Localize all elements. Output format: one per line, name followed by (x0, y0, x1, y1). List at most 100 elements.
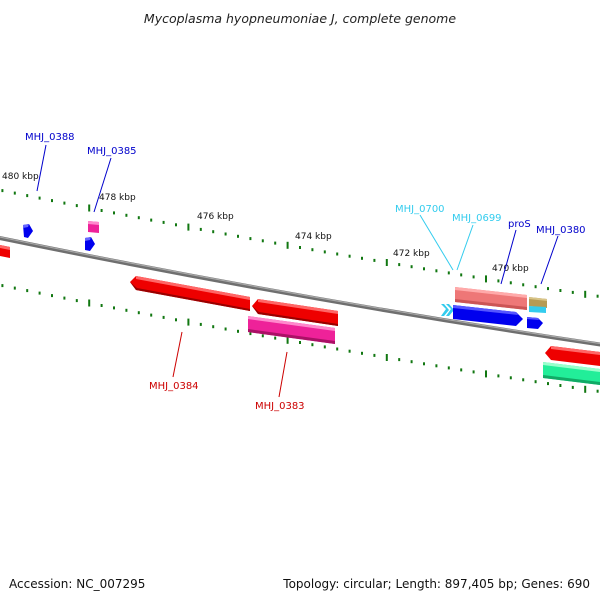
major-tick (88, 299, 91, 307)
minor-tick (534, 380, 537, 384)
leader-mhj-0388 (36, 144, 47, 192)
kbp-label-476: 476 kbp (197, 212, 234, 222)
gene-label-mhj-0388[interactable]: MHJ_0388 (25, 132, 75, 143)
minor-tick (26, 194, 29, 198)
gene-feature-teal-right-edge[interactable] (543, 362, 600, 385)
gene-feature-mhj-0383[interactable] (248, 316, 335, 344)
gene-feature-red-left-edge[interactable] (0, 245, 10, 258)
kbp-label-472: 472 kbp (393, 249, 430, 259)
minor-tick (522, 283, 525, 287)
major-tick (286, 241, 289, 249)
minor-tick (63, 296, 66, 300)
minor-tick (13, 191, 16, 195)
major-tick (187, 223, 190, 231)
minor-tick (336, 347, 339, 351)
minor-tick (100, 209, 103, 212)
minor-tick (522, 378, 525, 382)
minor-tick (472, 275, 475, 279)
gene-feature-pros[interactable] (453, 305, 523, 326)
minor-tick (447, 271, 450, 275)
minor-tick (559, 289, 562, 292)
minor-tick (299, 246, 301, 249)
gene-feature-cyan-small[interactable] (529, 306, 546, 313)
leader-pros (500, 229, 517, 285)
gene-label-mhj-0385[interactable]: MHJ_0385 (87, 146, 137, 157)
minor-tick (100, 304, 103, 307)
minor-tick (237, 234, 239, 238)
minor-tick (361, 256, 363, 260)
kbp-label-480: 480 kbp (2, 172, 39, 182)
minor-tick (75, 299, 78, 303)
major-tick (286, 336, 289, 344)
gene-feature-magenta-small[interactable] (88, 221, 99, 233)
gene-feature-mhj-0380[interactable] (527, 317, 543, 329)
gene-feature-mhj-0384[interactable] (130, 276, 250, 311)
major-tick (385, 259, 388, 266)
minor-tick (1, 189, 4, 193)
minor-tick (137, 216, 140, 220)
minor-tick (460, 368, 463, 372)
minor-tick (423, 362, 425, 366)
minor-tick (75, 204, 78, 208)
minor-tick (596, 294, 599, 298)
leader-mhj-0385 (93, 157, 112, 213)
minor-tick (547, 382, 549, 386)
outer-tick-ruler (1, 189, 599, 298)
minor-tick (162, 315, 165, 319)
gene-label-mhj-0380[interactable]: MHJ_0380 (536, 225, 586, 236)
gene-label-mhj-0384[interactable]: MHJ_0384 (149, 381, 199, 392)
minor-tick (1, 284, 4, 288)
gene-feature-mhj-0699[interactable] (455, 287, 527, 310)
minor-tick (348, 254, 351, 258)
gene-feature-mhj-0383-red[interactable] (252, 299, 338, 326)
leader-mhj-0384 (172, 331, 183, 378)
gene-feature-blue-left[interactable] (23, 224, 33, 238)
minor-tick (51, 294, 53, 298)
minor-tick (398, 263, 401, 267)
minor-tick (224, 327, 227, 331)
gene-label-mhj-0699[interactable]: MHJ_0699 (452, 213, 502, 224)
minor-tick (51, 199, 53, 203)
minor-tick (348, 349, 351, 353)
major-tick (584, 290, 587, 298)
minor-tick (237, 329, 239, 333)
minor-tick (373, 258, 376, 262)
minor-tick (447, 366, 450, 370)
minor-tick (212, 325, 215, 329)
minor-tick (497, 374, 500, 378)
minor-tick (299, 341, 301, 344)
minor-tick (571, 290, 574, 294)
inner-tick-ruler (1, 284, 599, 393)
gene-feature-red-right-edge[interactable] (545, 346, 600, 366)
genome-backbone (0, 236, 600, 347)
minor-tick (175, 318, 177, 322)
gene-label-mhj-0383[interactable]: MHJ_0383 (255, 401, 305, 412)
major-tick (485, 370, 487, 378)
leader-mhj-0699 (456, 224, 474, 271)
minor-tick (150, 218, 153, 222)
minor-tick (274, 241, 277, 245)
minor-tick (323, 250, 326, 254)
major-tick (584, 385, 587, 393)
leader-mhj-0700 (419, 214, 454, 271)
gene-label-pros[interactable]: proS (508, 219, 531, 230)
map-title: Mycoplasma hyopneumoniae J, complete gen… (144, 11, 456, 26)
minor-tick (423, 267, 425, 271)
minor-tick (113, 306, 115, 310)
minor-tick (435, 364, 438, 368)
gene-feature-mhj-0700[interactable] (441, 304, 454, 316)
minor-tick (113, 211, 115, 215)
minor-tick (361, 351, 363, 355)
minor-tick (137, 311, 140, 315)
minor-tick (534, 285, 537, 289)
minor-tick (38, 291, 41, 295)
minor-tick (199, 227, 202, 231)
minor-tick (26, 289, 29, 293)
gene-feature-olive[interactable] (529, 297, 547, 308)
gene-label-mhj-0700[interactable]: MHJ_0700 (395, 204, 445, 215)
minor-tick (261, 239, 264, 243)
minor-tick (435, 269, 438, 273)
gene-feature-mhj-0385[interactable] (85, 237, 95, 251)
minor-tick (323, 345, 326, 349)
minor-tick (175, 223, 177, 227)
